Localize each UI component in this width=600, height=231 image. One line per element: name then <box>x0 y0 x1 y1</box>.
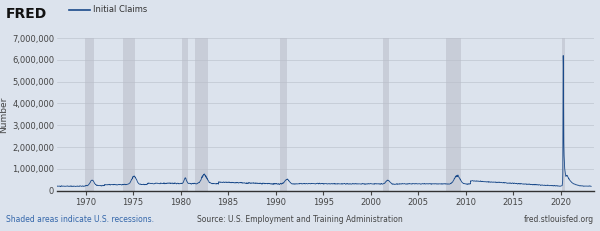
Bar <box>123 38 136 191</box>
Bar <box>85 38 94 191</box>
Text: fred.stlouisfed.org: fred.stlouisfed.org <box>524 215 594 224</box>
Bar <box>383 38 389 191</box>
Text: Initial Claims: Initial Claims <box>93 5 147 14</box>
Bar <box>280 38 287 191</box>
Bar <box>446 38 461 191</box>
Bar <box>562 38 565 191</box>
Bar <box>182 38 188 191</box>
Bar <box>195 38 208 191</box>
Text: Shaded areas indicate U.S. recessions.: Shaded areas indicate U.S. recessions. <box>6 215 154 224</box>
Text: FRED: FRED <box>6 7 47 21</box>
Y-axis label: Number: Number <box>0 96 8 133</box>
Text: Source: U.S. Employment and Training Administration: Source: U.S. Employment and Training Adm… <box>197 215 403 224</box>
